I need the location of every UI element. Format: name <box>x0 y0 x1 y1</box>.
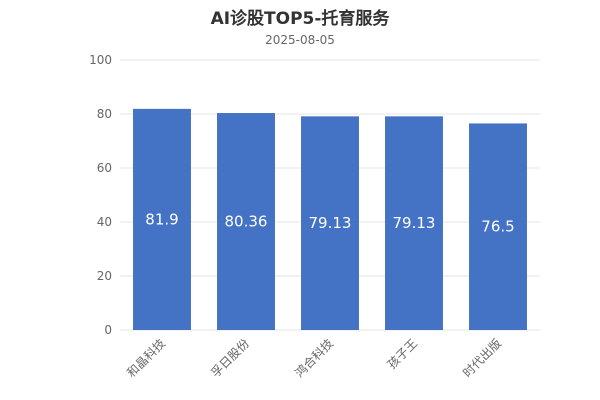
bar <box>217 113 275 330</box>
bar <box>133 108 191 331</box>
chart-title: AI诊股TOP5-托育服务 <box>210 9 390 29</box>
y-tick-label: 80 <box>97 107 112 121</box>
bar-value-label: 81.9 <box>145 210 178 228</box>
bar <box>385 116 443 330</box>
bar-value-label: 76.5 <box>481 218 514 236</box>
x-tick-label: 时代出版 <box>460 336 504 380</box>
y-tick-label: 60 <box>97 161 112 175</box>
bar <box>301 116 359 330</box>
bar-value-label: 79.13 <box>393 214 436 232</box>
bar <box>469 123 527 330</box>
x-tick-label: 鸿合科技 <box>292 336 337 381</box>
x-tick-label: 孚日股份 <box>208 336 252 380</box>
bar-value-label: 79.13 <box>309 214 352 232</box>
y-tick-label: 100 <box>89 53 112 67</box>
x-tick-label: 和晶科技 <box>124 336 168 380</box>
x-tick-label: 孩子王 <box>385 336 420 371</box>
y-tick-label: 0 <box>104 323 112 337</box>
bar-value-label: 80.36 <box>225 213 268 231</box>
chart-subtitle: 2025-08-05 <box>265 33 335 47</box>
y-tick-label: 20 <box>97 269 112 283</box>
y-tick-label: 40 <box>97 215 112 229</box>
